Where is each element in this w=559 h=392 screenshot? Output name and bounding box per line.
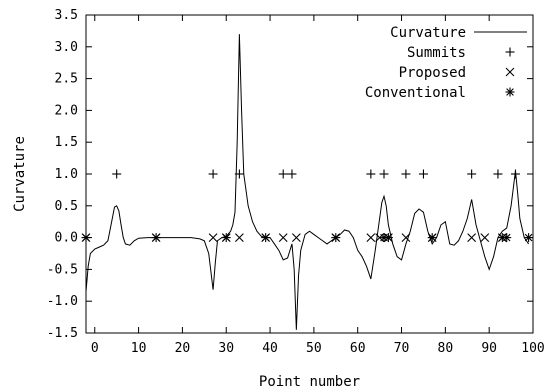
plus-marker <box>493 170 502 179</box>
star-marker <box>524 233 533 242</box>
cross-marker <box>292 234 300 242</box>
cross-marker <box>402 234 410 242</box>
x-tick-label: 20 <box>175 341 191 356</box>
cross-marker <box>506 68 514 76</box>
x-axis-label: Point number <box>259 374 360 390</box>
x-tick-label: 0 <box>91 341 99 356</box>
x-tick-label: 80 <box>438 341 454 356</box>
plus-marker <box>287 170 296 179</box>
y-tick-label: -1.0 <box>47 294 78 309</box>
y-tick-label: 2.5 <box>55 72 78 87</box>
y-tick-label: -0.5 <box>47 262 78 277</box>
legend-label: Summits <box>407 45 466 61</box>
plus-marker <box>511 170 520 179</box>
star-marker <box>222 233 231 242</box>
plus-marker <box>401 170 410 179</box>
plus-marker <box>467 170 476 179</box>
x-tick-label: 40 <box>262 341 278 356</box>
y-tick-label: 3.0 <box>55 40 78 55</box>
plus-marker <box>419 170 428 179</box>
x-tick-label: 50 <box>306 341 322 356</box>
y-tick-label: 0.5 <box>55 199 78 214</box>
marker-series <box>82 170 534 243</box>
plus-marker <box>112 170 121 179</box>
plot-frame <box>86 15 533 333</box>
y-tick-label: 2.0 <box>55 103 78 118</box>
plus-marker <box>366 170 375 179</box>
y-tick-label: 0.0 <box>55 231 78 246</box>
y-tick-label: -1.5 <box>47 326 78 341</box>
x-tick-label: 90 <box>481 341 497 356</box>
legend-label: Proposed <box>399 65 466 81</box>
star-marker <box>331 233 340 242</box>
cross-marker <box>481 234 489 242</box>
x-tick-label: 100 <box>521 341 544 356</box>
x-tick-label: 30 <box>218 341 234 356</box>
star-marker <box>502 233 511 242</box>
legend: Curvature Summits Proposed Conventional <box>365 25 527 101</box>
y-axis-label: Curvature <box>12 136 28 212</box>
cross-marker <box>209 234 217 242</box>
star-marker <box>384 233 393 242</box>
x-tick-label: 70 <box>394 341 410 356</box>
plus-marker <box>380 170 389 179</box>
plus-marker <box>506 48 515 57</box>
y-tick-label: 3.5 <box>55 8 78 23</box>
y-tick-label: 1.5 <box>55 135 78 150</box>
x-tick-label: 60 <box>350 341 366 356</box>
y-tick-label: 1.0 <box>55 167 78 182</box>
plus-marker <box>279 170 288 179</box>
star-marker <box>506 88 515 97</box>
star-marker <box>152 233 161 242</box>
legend-label: Conventional <box>365 85 466 101</box>
cross-marker <box>468 234 476 242</box>
cross-marker <box>279 234 287 242</box>
star-marker <box>82 233 91 242</box>
star-marker <box>261 233 270 242</box>
plus-marker <box>209 170 218 179</box>
cross-marker <box>367 234 375 242</box>
cross-marker <box>235 234 243 242</box>
star-marker <box>428 233 437 242</box>
plot-area <box>86 15 533 333</box>
x-tick-label: 10 <box>131 341 147 356</box>
legend-label: Curvature <box>390 25 466 41</box>
